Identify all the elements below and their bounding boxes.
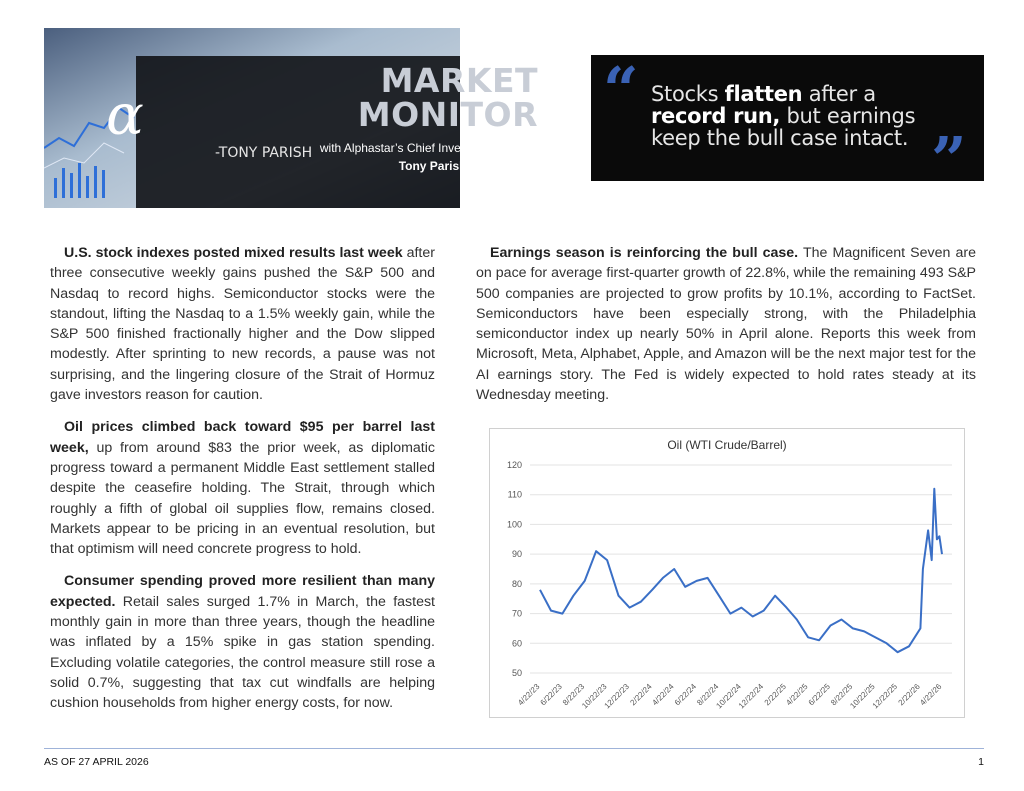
chart-canvas: Oil (WTI Crude/Barrel) 50 60 70 80 90 100 110 1… bbox=[507, 438, 952, 711]
footer-divider bbox=[44, 748, 984, 749]
chart-series bbox=[539, 487, 943, 654]
paragraph-consumer: Consumer spending proved more resilient … bbox=[50, 573, 435, 712]
y-tick-label: 120 bbox=[507, 460, 522, 470]
y-tick-label: 80 bbox=[512, 579, 522, 589]
y-tick-label: 100 bbox=[507, 519, 522, 529]
y-tick-label: 50 bbox=[512, 668, 522, 678]
x-tick-label: 12/22/25 bbox=[871, 682, 900, 711]
page-number: 1 bbox=[978, 756, 984, 768]
chart-y-ticks: 50 60 70 80 90 100 110 120 bbox=[507, 460, 522, 678]
x-tick-label: 6/22/23 bbox=[539, 682, 565, 708]
left-column: U.S. stock indexes posted mixed results … bbox=[50, 243, 435, 726]
y-tick-label: 60 bbox=[512, 638, 522, 648]
x-tick-label: 2/22/25 bbox=[763, 682, 789, 708]
quote-author: -TONY PARISH bbox=[215, 145, 313, 161]
header-subtitle: with Alphastar’s Chief Investment Office… bbox=[319, 141, 538, 155]
chart-gridlines bbox=[530, 464, 952, 674]
header-text-block: MARKET MONITOR with Alphastar’s Chief In… bbox=[220, 28, 548, 208]
y-tick-label: 70 bbox=[512, 609, 522, 619]
x-tick-label: 4/22/23 bbox=[516, 682, 542, 708]
header-author: Tony Parish, CFA®, CQF bbox=[398, 159, 538, 173]
y-tick-label: 90 bbox=[512, 549, 522, 559]
title-line-2: MONITOR bbox=[357, 95, 538, 134]
paragraph-oil: Oil prices climbed back toward $95 per b… bbox=[50, 419, 435, 558]
x-tick-label: 6/22/24 bbox=[673, 682, 699, 708]
open-quote-icon: “ bbox=[603, 53, 639, 126]
x-tick-label: 4/22/26 bbox=[918, 682, 944, 708]
market-monitor-title: MARKET MONITOR bbox=[238, 64, 538, 132]
x-tick-label: 12/22/24 bbox=[737, 682, 766, 711]
quote-text: Stocks flatten after a record run, but e… bbox=[651, 82, 916, 150]
x-tick-label: 12/22/23 bbox=[603, 682, 632, 711]
close-quote-icon: ” bbox=[931, 123, 967, 196]
paragraph-stocks: U.S. stock indexes posted mixed results … bbox=[50, 245, 435, 404]
x-tick-label: 4/22/25 bbox=[784, 682, 810, 708]
right-column: Earnings season is reinforcing the bull … bbox=[476, 243, 976, 417]
series-line-oil bbox=[539, 487, 943, 654]
oil-price-chart: Oil (WTI Crude/Barrel) 50 60 70 80 90 100 110 1… bbox=[489, 428, 965, 718]
x-tick-label: 6/22/25 bbox=[807, 682, 833, 708]
chart-x-ticks: 4/22/236/22/238/22/2310/22/2312/22/232/2… bbox=[516, 682, 944, 711]
x-tick-label: 2/22/24 bbox=[628, 682, 654, 708]
title-line-1: MARKET bbox=[380, 61, 538, 100]
x-tick-label: 4/22/24 bbox=[650, 682, 676, 708]
x-tick-label: 2/22/26 bbox=[897, 682, 923, 708]
header-banner bbox=[44, 28, 460, 208]
paragraph-earnings: Earnings season is reinforcing the bull … bbox=[476, 245, 976, 404]
alphastar-logo: α bbox=[106, 83, 144, 148]
footer-date: AS OF 27 APRIL 2026 bbox=[44, 756, 149, 768]
chart-title: Oil (WTI Crude/Barrel) bbox=[667, 438, 786, 452]
quote-box: “ Stocks flatten after a record run, but… bbox=[591, 53, 984, 191]
header-dark-panel bbox=[136, 56, 460, 208]
y-tick-label: 110 bbox=[508, 490, 522, 500]
